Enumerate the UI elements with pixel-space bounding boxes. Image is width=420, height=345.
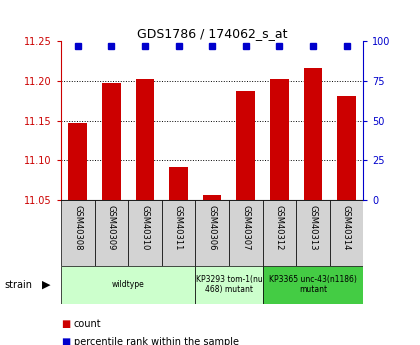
Bar	[262, 200, 296, 266]
Bar	[68, 123, 87, 200]
Text: KP3293 tom-1(nu
468) mutant: KP3293 tom-1(nu 468) mutant	[196, 275, 262, 294]
Text: GSM40309: GSM40309	[107, 205, 116, 251]
Bar	[296, 200, 330, 266]
Text: GSM40308: GSM40308	[73, 205, 82, 251]
Bar	[304, 68, 322, 200]
Text: count: count	[74, 319, 101, 329]
Bar	[262, 266, 363, 304]
Bar	[195, 266, 262, 304]
Bar	[337, 96, 356, 200]
Title: GDS1786 / 174062_s_at: GDS1786 / 174062_s_at	[137, 27, 287, 40]
Text: GSM40307: GSM40307	[241, 205, 250, 251]
Bar	[203, 195, 221, 200]
Bar	[270, 79, 289, 200]
Bar	[102, 83, 121, 200]
Bar	[94, 200, 128, 266]
Bar	[195, 200, 229, 266]
Text: GSM40311: GSM40311	[174, 205, 183, 251]
Bar	[162, 200, 195, 266]
Text: GSM40310: GSM40310	[140, 205, 150, 251]
Text: GSM40312: GSM40312	[275, 205, 284, 251]
Bar	[229, 200, 262, 266]
Bar	[330, 200, 363, 266]
Text: GSM40313: GSM40313	[308, 205, 318, 251]
Bar	[236, 91, 255, 200]
Bar	[169, 167, 188, 200]
Text: GSM40314: GSM40314	[342, 205, 351, 251]
Bar	[61, 200, 94, 266]
Bar	[128, 200, 162, 266]
Text: ■: ■	[61, 337, 70, 345]
Text: strain: strain	[4, 280, 32, 289]
Bar	[136, 79, 154, 200]
Text: ■: ■	[61, 319, 70, 329]
Text: ▶: ▶	[42, 280, 50, 289]
Text: GSM40306: GSM40306	[207, 205, 217, 251]
Text: wildtype: wildtype	[112, 280, 144, 289]
Bar	[61, 266, 195, 304]
Text: percentile rank within the sample: percentile rank within the sample	[74, 337, 239, 345]
Text: KP3365 unc-43(n1186)
mutant: KP3365 unc-43(n1186) mutant	[269, 275, 357, 294]
